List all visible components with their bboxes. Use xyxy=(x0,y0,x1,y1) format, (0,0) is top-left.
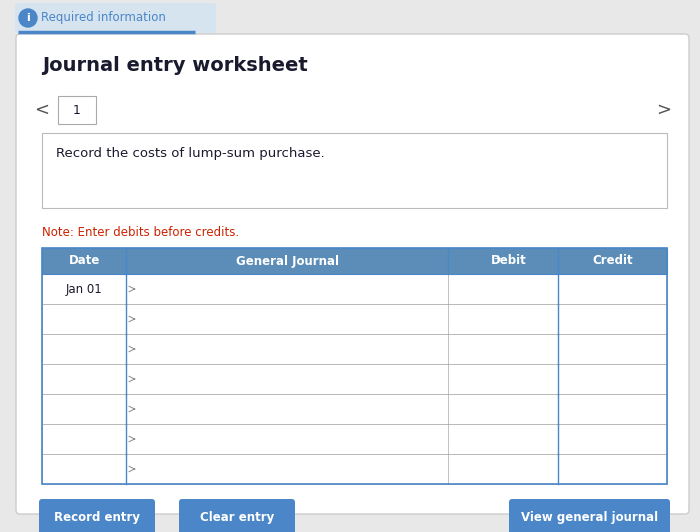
Text: <: < xyxy=(34,101,49,119)
Bar xyxy=(42,454,667,484)
Circle shape xyxy=(19,9,37,27)
FancyBboxPatch shape xyxy=(16,34,689,514)
Text: 1: 1 xyxy=(73,104,81,117)
Text: Credit: Credit xyxy=(592,254,633,268)
Text: i: i xyxy=(26,13,30,23)
Bar xyxy=(42,274,667,304)
Text: Note: Enter debits before credits.: Note: Enter debits before credits. xyxy=(42,226,239,239)
Bar xyxy=(42,248,667,274)
Bar xyxy=(42,304,667,334)
Bar xyxy=(42,133,667,208)
Text: Date: Date xyxy=(69,254,100,268)
Text: Clear entry: Clear entry xyxy=(200,511,274,525)
Bar xyxy=(42,334,667,364)
Text: Debit: Debit xyxy=(491,254,527,268)
Text: >: > xyxy=(656,101,671,119)
FancyBboxPatch shape xyxy=(179,499,295,532)
Bar xyxy=(42,364,667,394)
FancyBboxPatch shape xyxy=(39,499,155,532)
FancyBboxPatch shape xyxy=(15,3,216,33)
Text: View general journal: View general journal xyxy=(521,511,658,525)
Bar xyxy=(42,424,667,454)
Text: Record entry: Record entry xyxy=(54,511,140,525)
FancyBboxPatch shape xyxy=(509,499,670,532)
Bar xyxy=(42,248,667,484)
Bar xyxy=(42,394,667,424)
Text: General Journal: General Journal xyxy=(236,254,339,268)
Text: Journal entry worksheet: Journal entry worksheet xyxy=(42,56,308,75)
Text: Record the costs of lump-sum purchase.: Record the costs of lump-sum purchase. xyxy=(56,147,325,160)
Text: Jan 01: Jan 01 xyxy=(66,282,103,295)
Text: +: + xyxy=(493,254,501,264)
Text: Required information: Required information xyxy=(41,12,166,24)
Bar xyxy=(58,96,96,124)
